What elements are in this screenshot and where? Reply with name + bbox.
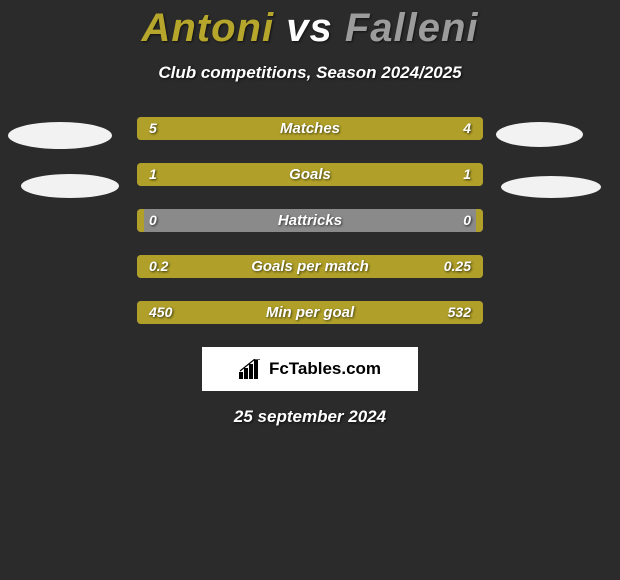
decorative-ellipse — [21, 174, 119, 198]
title-player1: Antoni — [141, 6, 274, 50]
title-vs: vs — [286, 6, 333, 50]
title-player2: Falleni — [345, 6, 479, 50]
stat-row: 54Matches — [137, 117, 483, 140]
page-title: Antoni vs Falleni — [0, 0, 620, 51]
content-area: 54Matches 11Goals 00Hattricks 0.20.25Goals … — [0, 117, 620, 427]
stat-label: Hattricks — [137, 209, 483, 232]
date-line: 25 september 2024 — [0, 407, 620, 427]
decorative-ellipse — [501, 176, 601, 198]
decorative-ellipse — [8, 122, 112, 149]
branding-box: FcTables.com — [202, 347, 418, 391]
bars-icon — [239, 359, 263, 379]
stat-label: Min per goal — [137, 301, 483, 324]
stat-label: Goals per match — [137, 255, 483, 278]
stat-row: 00Hattricks — [137, 209, 483, 232]
stat-label: Goals — [137, 163, 483, 186]
subtitle: Club competitions, Season 2024/2025 — [0, 63, 620, 83]
stat-row: 0.20.25Goals per match — [137, 255, 483, 278]
stat-row: 11Goals — [137, 163, 483, 186]
stat-label: Matches — [137, 117, 483, 140]
stat-row: 450532Min per goal — [137, 301, 483, 324]
decorative-ellipse — [496, 122, 583, 147]
branding-text: FcTables.com — [269, 359, 381, 379]
stats-rows: 54Matches 11Goals 00Hattricks 0.20.25Goals … — [137, 117, 483, 324]
